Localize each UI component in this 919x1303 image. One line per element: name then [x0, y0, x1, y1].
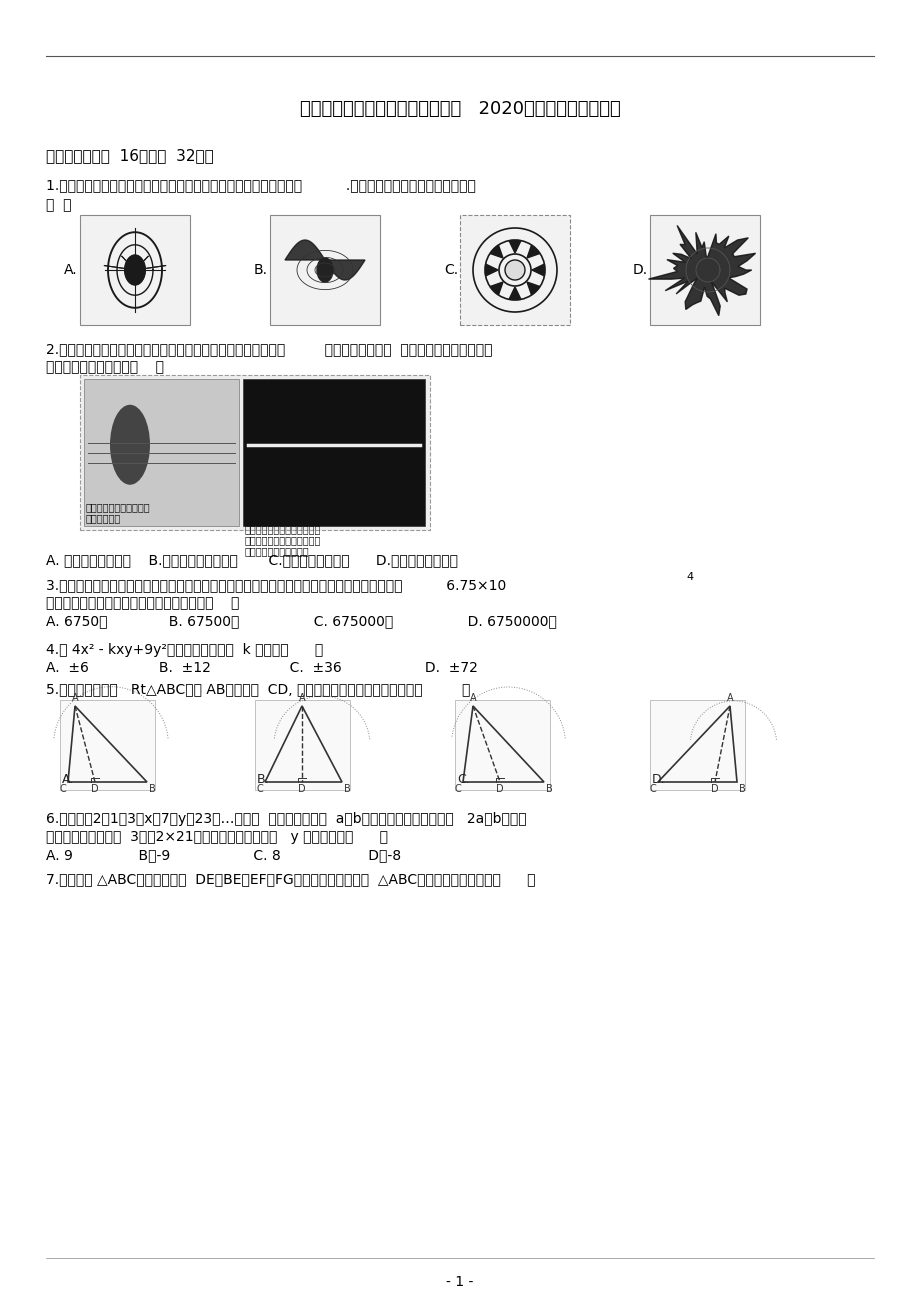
Bar [60, 700, 154, 790]
Text: 4.若 4x² - kxy+9y²是完全平方式，则  k 的值是（      ）: 4.若 4x² - kxy+9y²是完全平方式，则 k 的值是（ ） [46, 642, 323, 657]
Bar [80, 215, 190, 324]
Bar [460, 215, 570, 324]
Text: B.: B. [256, 773, 269, 786]
Text: D: D [495, 784, 504, 794]
Text: 置，在中间将线一拉再松开，: 置，在中间将线一拉再松开， [244, 524, 321, 534]
Text: B: B [738, 784, 745, 794]
Polygon shape [508, 287, 520, 300]
Text: A.  ±6                B.  ±12                  C.  ±36                   D.  ±72: A. ±6 B. ±12 C. ±36 D. ±72 [46, 661, 477, 675]
Text: A. 6750吨              B. 67500吨                 C. 675000吨                 D. 67: A. 6750吨 B. 67500吨 C. 675000吨 D. 67 [46, 614, 556, 628]
Text: 吨，这个用科学记数法表示的数据的原数为（    ）: 吨，这个用科学记数法表示的数据的原数为（ ） [46, 595, 239, 610]
Bar [243, 379, 425, 526]
Text: - 1 -: - 1 - [446, 1276, 473, 1289]
Text: B: B [149, 784, 155, 794]
Text: 绷紧，靠近黑板要画线的位: 绷紧，靠近黑板要画线的位 [244, 513, 315, 523]
Text: D: D [710, 784, 718, 794]
Polygon shape [527, 245, 539, 258]
Text: A. 9               B．-9                   C. 8                    D．-8: A. 9 B．-9 C. 8 D．-8 [46, 848, 401, 863]
Text: 7.如图，在 △ABC中有四条线段  DE、BE、EF、FG，其中有一条线段是  △ABC的中线，则该线段是（      ）: 7.如图，在 △ABC中有四条线段 DE、BE、EF、FG，其中有一条线段是 △… [46, 872, 535, 886]
Ellipse shape [125, 255, 145, 285]
Text: D.: D. [632, 263, 647, 278]
Text: A: A [299, 693, 305, 704]
Text: B: B [545, 784, 552, 794]
Text: A. 两点确定一条直线    B.两点之间，线段最短       C.线段的中点的定义      D.两点的距离的定义: A. 两点确定一条直线 B.两点之间，线段最短 C.线段的中点的定义 D.两点的… [46, 552, 458, 567]
Polygon shape [508, 241, 520, 253]
Text: 在一根长度合适的毛线上: 在一根长度合适的毛线上 [85, 502, 151, 512]
Text: 上就出现了一条笔直的线: 上就出现了一条笔直的线 [244, 546, 310, 556]
Text: A.: A. [64, 263, 78, 278]
Bar [455, 700, 550, 790]
Text: A: A [72, 693, 78, 704]
Polygon shape [285, 240, 365, 280]
Text: 江苏省南通市海门市东洲国际学校   2020年数学中考八模试卷: 江苏省南通市海门市东洲国际学校 2020年数学中考八模试卷 [300, 100, 619, 119]
Text: （  ）: （ ） [46, 198, 72, 212]
Text: 涂满粉笔末；: 涂满粉笔末； [85, 513, 121, 523]
Text: 2.宣传委员制作黑板报时想要在黑板上画出一条笔直的参照线，         由于尺子不够长，  她想出了一个办法如图，: 2.宣传委员制作黑板报时想要在黑板上画出一条笔直的参照线， 由于尺子不够长， 她… [46, 341, 492, 356]
Text: 这组数中的第三个数  3是由2×21得到的，那么这组数中   y 表示的数为（      ）: 这组数中的第三个数 3是由2×21得到的，那么这组数中 y 表示的数为（ ） [46, 830, 388, 844]
Text: A: A [726, 693, 732, 704]
Bar [80, 375, 429, 530]
Text: 6.一组数：2、1、3、x、7、y、23、…，满足  每两个数依次为  a、b，紧随其后的第三个数是   2a－b，例如: 6.一组数：2、1、3、x、7、y、23、…，满足 每两个数依次为 a、b，紧随… [46, 812, 526, 826]
Text: A.: A. [62, 773, 74, 786]
Text: D: D [298, 784, 305, 794]
Text: C: C [454, 784, 460, 794]
Text: C.: C. [443, 263, 458, 278]
Text: 两个同学分别抓住毛线两端，: 两个同学分别抓住毛线两端， [244, 502, 321, 512]
Text: B.: B. [254, 263, 267, 278]
Ellipse shape [110, 405, 150, 485]
Bar [255, 700, 349, 790]
Bar [650, 215, 759, 324]
Text: 3.中国航母辽宁舰是中国人民海军第一艘可以搭载固定翼飞机的航空母舰，该舰的满载排水量为          6.75×10: 3.中国航母辽宁舰是中国人民海军第一艘可以搭载固定翼飞机的航空母舰，该舰的满载排… [46, 579, 505, 592]
Polygon shape [527, 281, 539, 294]
Text: 4: 4 [686, 572, 692, 582]
Text: 1.运用图腾解释神话、民俗民风等是人类历史上最早的一种文化现象          .下列图腾中，不是轴对称图形的是: 1.运用图腾解释神话、民俗民风等是人类历史上最早的一种文化现象 .下列图腾中，不… [46, 179, 475, 192]
Text: D: D [91, 784, 98, 794]
Text: C: C [649, 784, 655, 794]
Circle shape [505, 261, 525, 280]
Polygon shape [485, 265, 497, 276]
Text: 这种画法的数学依据是（    ）: 这种画法的数学依据是（ ） [46, 360, 164, 374]
Text: D.: D. [652, 773, 665, 786]
Polygon shape [648, 225, 754, 315]
Text: A: A [470, 693, 476, 704]
Text: 毛线弹回到黑板上，这样黑板: 毛线弹回到黑板上，这样黑板 [244, 536, 321, 545]
Polygon shape [490, 281, 503, 294]
Bar [84, 379, 239, 526]
Bar [650, 700, 744, 790]
Text: 5.用直尺和圆规作   Rt△ABC斜边 AB上的高线  CD, 以下四个作图中，作法错误的是（         ）: 5.用直尺和圆规作 Rt△ABC斜边 AB上的高线 CD, 以下四个作图中，作法… [46, 681, 470, 696]
Bar [269, 215, 380, 324]
Text: 一、单选题（共  16题；共  32分）: 一、单选题（共 16题；共 32分） [46, 149, 213, 163]
Ellipse shape [317, 258, 333, 281]
Text: C: C [59, 784, 66, 794]
Polygon shape [490, 245, 503, 258]
Text: C.: C. [457, 773, 470, 786]
Text: B: B [344, 784, 350, 794]
Text: C: C [256, 784, 263, 794]
Polygon shape [531, 265, 544, 276]
